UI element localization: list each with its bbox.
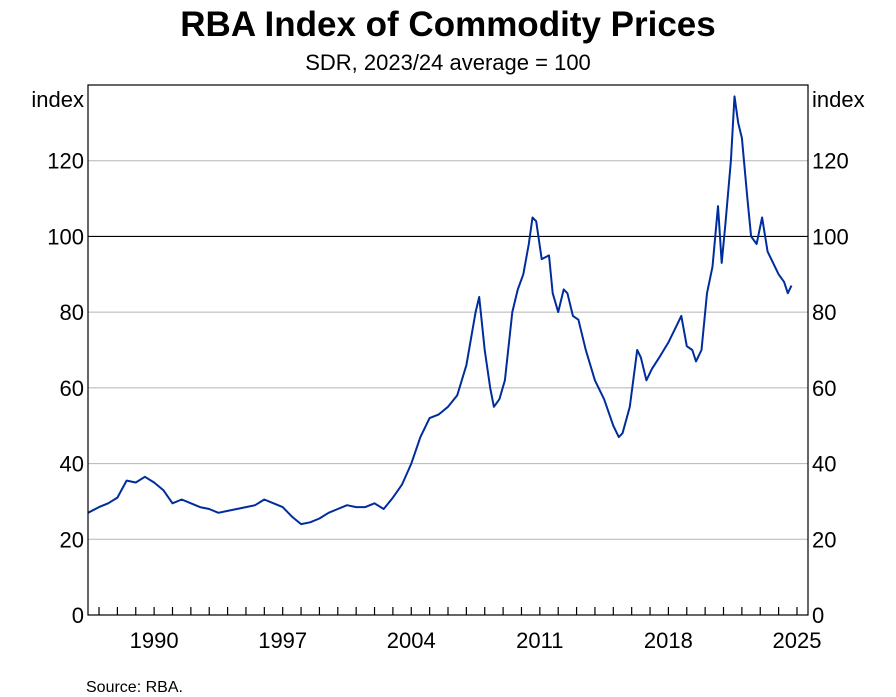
x-label-2018: 2018 xyxy=(644,628,693,653)
x-label-1990: 1990 xyxy=(130,628,179,653)
y-axis-right-label: index xyxy=(812,87,865,112)
x-minor-ticks xyxy=(98,607,798,615)
y-axis-left-tick-labels: 0 20 40 60 80 100 120 xyxy=(47,149,84,628)
chart-title: RBA Index of Commodity Prices xyxy=(180,5,715,44)
source-note: Source: RBA. xyxy=(86,679,183,696)
y-right-tick-0: 0 xyxy=(812,603,824,628)
chart-subtitle: SDR, 2023/24 average = 100 xyxy=(305,50,591,75)
y-right-tick-100: 100 xyxy=(812,224,849,249)
y-left-tick-80: 80 xyxy=(60,300,84,325)
series-line xyxy=(87,95,793,526)
y-left-tick-120: 120 xyxy=(47,149,84,174)
y-right-tick-40: 40 xyxy=(812,452,836,477)
y-left-tick-0: 0 xyxy=(72,603,84,628)
x-label-2004: 2004 xyxy=(387,628,436,653)
y-left-tick-60: 60 xyxy=(60,376,84,401)
x-label-2025: 2025 xyxy=(773,628,822,653)
x-axis-tick-labels: 1990 1997 2004 2011 2018 2025 xyxy=(130,628,822,653)
plot-frame xyxy=(87,84,809,616)
y-axis-right-tick-labels: 0 20 40 60 80 100 120 xyxy=(812,149,849,628)
y-right-tick-80: 80 xyxy=(812,300,836,325)
y-left-tick-40: 40 xyxy=(60,452,84,477)
y-right-tick-120: 120 xyxy=(812,149,849,174)
x-label-2011: 2011 xyxy=(516,628,563,653)
gridlines xyxy=(88,160,808,540)
y-right-tick-60: 60 xyxy=(812,376,836,401)
y-axis-left-label: index xyxy=(31,87,84,112)
y-left-tick-20: 20 xyxy=(60,527,84,552)
x-label-1997: 1997 xyxy=(258,628,307,653)
y-right-tick-20: 20 xyxy=(812,527,836,552)
y-left-tick-100: 100 xyxy=(47,224,84,249)
